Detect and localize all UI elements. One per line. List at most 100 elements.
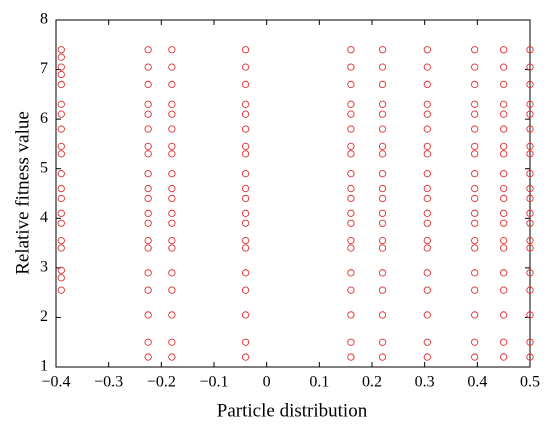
point <box>500 311 508 319</box>
point <box>471 46 479 54</box>
point <box>57 170 65 178</box>
point <box>144 125 152 133</box>
point <box>168 184 176 193</box>
point <box>500 80 508 89</box>
point <box>500 269 508 277</box>
point <box>500 110 508 118</box>
point <box>423 125 431 133</box>
point <box>378 194 387 203</box>
point <box>423 269 431 277</box>
point <box>57 53 65 61</box>
y-tick-label: 8 <box>40 11 48 28</box>
point <box>378 63 387 71</box>
point <box>241 338 250 346</box>
point <box>241 269 250 277</box>
point <box>526 311 534 319</box>
point <box>526 125 534 133</box>
y-tick-label: 1 <box>40 358 48 375</box>
point <box>347 184 355 193</box>
y-tick-label: 4 <box>40 209 48 226</box>
x-tick-label: −0.4 <box>41 374 70 391</box>
point <box>168 209 176 217</box>
point <box>526 100 534 108</box>
point <box>57 46 65 54</box>
point <box>57 286 65 294</box>
point <box>526 209 534 217</box>
x-tick-label: 0 <box>263 374 271 391</box>
y-tick-label: 5 <box>40 159 48 176</box>
point <box>347 286 355 294</box>
point <box>168 110 176 118</box>
point <box>241 125 250 133</box>
point <box>526 110 534 118</box>
point <box>471 142 479 151</box>
point <box>241 194 250 203</box>
point <box>57 125 65 133</box>
point <box>241 219 250 227</box>
point <box>168 311 176 319</box>
point <box>423 353 431 361</box>
point <box>526 194 534 203</box>
point <box>378 269 387 277</box>
point <box>423 244 431 252</box>
point <box>144 46 152 54</box>
point <box>423 286 431 294</box>
point <box>168 219 176 227</box>
point <box>526 142 534 151</box>
point <box>423 110 431 118</box>
y-tick-label: 2 <box>40 308 48 325</box>
point <box>378 150 387 158</box>
y-tick-label: 7 <box>40 60 48 77</box>
point <box>423 311 431 319</box>
point <box>144 150 152 158</box>
point <box>57 274 65 282</box>
point <box>144 170 152 178</box>
point <box>241 286 250 294</box>
point <box>500 209 508 217</box>
point <box>500 46 508 54</box>
point <box>471 311 479 319</box>
point <box>241 142 250 151</box>
point <box>500 142 508 151</box>
point <box>241 150 250 158</box>
point <box>471 63 479 71</box>
point <box>526 286 534 294</box>
point <box>500 338 508 346</box>
point <box>144 194 152 203</box>
x-tick-label: 0.3 <box>415 374 435 391</box>
point <box>526 236 534 245</box>
point <box>471 170 479 178</box>
point <box>57 194 65 203</box>
point <box>500 150 508 158</box>
point <box>423 170 431 178</box>
plot-frame <box>55 19 531 368</box>
x-tick-label: −0.1 <box>199 374 228 391</box>
point <box>57 70 65 79</box>
point <box>168 353 176 361</box>
point <box>500 286 508 294</box>
point <box>423 142 431 151</box>
point <box>500 100 508 108</box>
y-tick-label: 6 <box>40 110 48 127</box>
x-axis-label: Particle distribution <box>217 400 368 421</box>
point <box>471 194 479 203</box>
point <box>526 269 534 277</box>
point <box>241 46 250 54</box>
point <box>471 80 479 89</box>
point <box>241 311 250 319</box>
point <box>57 244 65 252</box>
point <box>347 170 355 178</box>
point <box>57 63 65 71</box>
point <box>241 236 250 245</box>
x-tick-label: 0.1 <box>309 374 329 391</box>
point <box>57 184 65 193</box>
point <box>526 150 534 158</box>
point <box>471 338 479 346</box>
x-tick-label: −0.2 <box>147 374 176 391</box>
point <box>347 338 355 346</box>
point <box>144 184 152 193</box>
point <box>144 338 152 346</box>
point <box>378 184 387 193</box>
point <box>423 100 431 108</box>
point <box>378 170 387 178</box>
